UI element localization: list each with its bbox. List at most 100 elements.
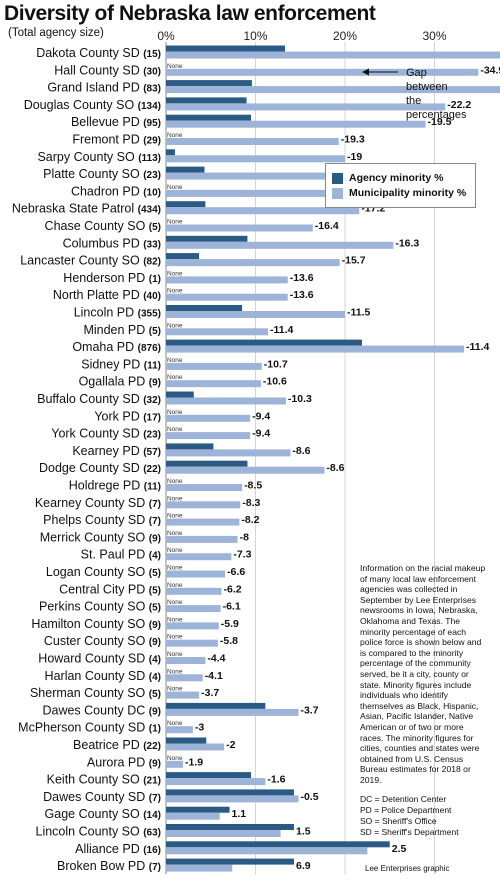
agency-size: (16): [143, 845, 161, 856]
agency-size: (876): [138, 343, 161, 354]
agency-size: (5): [149, 689, 161, 700]
category-name: Dawes County DC: [42, 703, 148, 717]
bar-row: -22.2: [166, 97, 471, 111]
chart-subtitle: (Total agency size): [8, 27, 104, 39]
category-label: Beatrice PD (22): [73, 738, 161, 752]
agency-size: (29): [143, 136, 161, 147]
bar-row: 2.5: [166, 841, 407, 855]
municipality-bar: [166, 155, 345, 163]
municipality-bar: [166, 708, 299, 716]
gap-label: -8.3: [242, 497, 260, 509]
agency-size: (113): [138, 153, 161, 164]
category-name: Buffalo County SD: [37, 392, 143, 406]
category-label: Chase County SO (5): [45, 219, 161, 233]
category-label: York County SD (23): [51, 427, 161, 441]
bar-row: None -8.2: [166, 513, 260, 526]
bar-row: None -10.6: [166, 374, 287, 388]
category-label: Hall County SD (30): [54, 63, 161, 77]
category-name: Grand Island PD: [47, 81, 143, 95]
agency-bar: [166, 253, 200, 260]
category-label: York PD (17): [94, 409, 161, 423]
bar-row: None -13.6: [166, 270, 314, 284]
agency-bar: [166, 166, 205, 173]
bar-row: None -8.3: [166, 495, 261, 509]
category-label: Gage County SO (14): [45, 807, 161, 821]
bar-row: None -34.9: [166, 63, 500, 76]
bar-row: None -4.1: [166, 668, 223, 682]
municipality-bar: [166, 466, 325, 474]
agency-bar: [166, 841, 390, 848]
none-label: None: [167, 547, 183, 554]
bars: -40.4 None -34.9 -27.8 -22.2 -19.5 None -19.3 -1…: [166, 45, 500, 872]
gap-label: -6.6: [227, 566, 245, 578]
municipality-bar: [166, 86, 500, 94]
category-name: Broken Bow PD: [57, 859, 149, 873]
none-label: None: [167, 599, 183, 606]
gap-label: 2.5: [392, 843, 407, 855]
category-name: Henderson PD: [63, 271, 148, 285]
bar-row: None -5.8: [166, 634, 238, 647]
x-tick-top-30: 30%: [422, 29, 446, 43]
annotation-arrow: [362, 68, 398, 76]
x-tick-top-0: 0%: [157, 29, 175, 43]
category-name: Dakota County SD: [36, 46, 143, 60]
category-name: Chadron PD: [71, 184, 143, 198]
category-label: Kearney PD (57): [72, 444, 161, 458]
category-name: Lincoln County SO: [36, 825, 144, 839]
municipality-bar: [166, 501, 241, 509]
bar-row: -2: [166, 737, 236, 751]
abbreviation-pd: PD = Police Department: [360, 805, 452, 816]
none-label: None: [167, 409, 183, 416]
municipality-bar: [166, 293, 288, 301]
category-name: Sidney PD: [81, 357, 144, 371]
agency-size: (9): [149, 758, 161, 769]
category-label: North Platte PD (40): [53, 288, 161, 302]
gap-label: -11.4: [466, 341, 490, 353]
bar-row: None -10.7: [166, 357, 288, 370]
agency-bar: [166, 443, 214, 450]
category-label: Phelps County SD (7): [43, 513, 161, 527]
none-label: None: [167, 686, 183, 693]
bar-row: 6.9: [166, 858, 311, 872]
agency-size: (4): [149, 655, 161, 666]
municipality-bar: [166, 68, 479, 76]
category-label: Columbus PD (33): [63, 236, 161, 250]
category-name: Phelps County SD: [43, 513, 149, 527]
bar-row: -16.3: [166, 235, 419, 249]
municipality-bar: [166, 553, 232, 561]
agency-size: (63): [143, 828, 161, 839]
agency-size: (57): [143, 447, 161, 458]
municipality-bar: [166, 518, 240, 526]
municipality-bar: [166, 259, 340, 267]
category-name: Howard County SD: [38, 652, 148, 666]
bar-row: None -4.4: [166, 651, 226, 665]
municipality-bar: [166, 241, 394, 249]
category-name: Kearney County SD: [35, 496, 149, 510]
agency-size: (15): [143, 49, 161, 60]
gap-label: -19.5: [428, 116, 452, 128]
agency-size: (5): [149, 326, 161, 337]
category-label: Custer County SO (9): [44, 634, 161, 648]
agency-size: (22): [143, 464, 161, 475]
municipality-bar: [166, 830, 281, 837]
gap-label: -10.3: [288, 393, 312, 405]
category-name: Ogallala PD: [79, 375, 149, 389]
municipality-bar: [166, 311, 345, 318]
category-label: Harlan County SD (4): [45, 669, 161, 683]
agency-size: (9): [149, 533, 161, 544]
municipality-bar: [166, 345, 465, 353]
gap-label: -8.6: [326, 462, 344, 474]
none-label: None: [167, 530, 183, 537]
bar-row: None -3.7: [166, 686, 219, 699]
category-name: Fremont PD: [72, 133, 143, 147]
category-name: Nebraska State Patrol: [12, 202, 138, 216]
municipality-bar: [166, 172, 375, 180]
gap-label: -10.6: [263, 376, 287, 388]
agency-size: (7): [149, 516, 161, 527]
category-label: Lincoln PD (355): [74, 306, 161, 320]
municipality-bar: [166, 795, 299, 803]
bar-row: None -6.2: [166, 582, 242, 595]
gap-label: -15.7: [342, 255, 366, 267]
bar-row: None -5.9: [166, 616, 239, 630]
bar-row: -0.5: [166, 789, 319, 803]
